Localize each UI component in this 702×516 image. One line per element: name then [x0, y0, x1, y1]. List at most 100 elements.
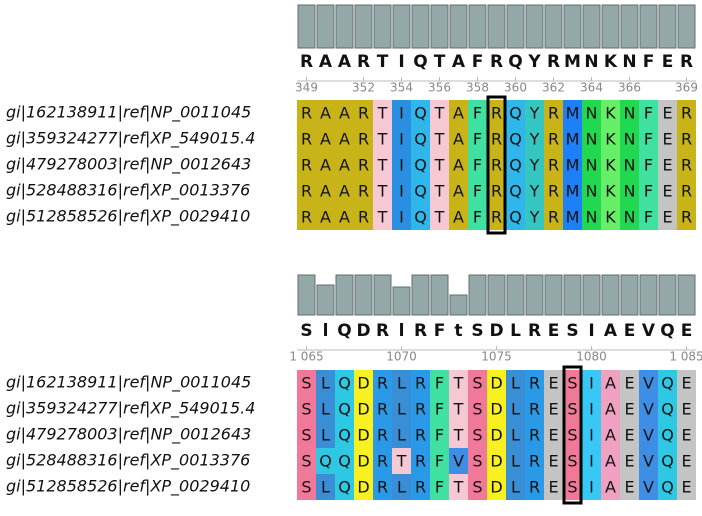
position-label: 360: [504, 81, 527, 95]
residue: E: [624, 400, 634, 419]
residue-cell: [316, 152, 335, 178]
position-label: 349: [295, 81, 318, 95]
residue: A: [339, 156, 350, 175]
consensus-residue: t: [454, 321, 462, 341]
residue-cell: [297, 448, 316, 474]
residue-cell: [506, 178, 525, 204]
residue-cell: [449, 152, 468, 178]
residue: Q: [414, 182, 427, 201]
residue: S: [567, 374, 577, 393]
conservation-bar: [677, 4, 696, 49]
residue-cell: [468, 370, 487, 396]
residue-cell: [563, 100, 582, 126]
residue-cell: [544, 126, 563, 152]
residue-cell: [468, 448, 487, 474]
residue: N: [586, 156, 598, 175]
consensus-residue: R: [357, 52, 370, 72]
consensus-residue: E: [548, 321, 560, 341]
residue: V: [643, 374, 654, 393]
consensus-residue: A: [319, 52, 333, 72]
residue: A: [339, 104, 350, 123]
residue: F: [644, 208, 653, 227]
consensus-residue: A: [452, 52, 466, 72]
residue: F: [473, 208, 482, 227]
residue-cell: [525, 204, 544, 230]
residue-cell: [297, 204, 316, 230]
residue: N: [624, 104, 636, 123]
residue-cell: [601, 448, 620, 474]
conservation-bar: [639, 274, 658, 316]
residue: K: [605, 208, 616, 227]
residue-cell: [601, 178, 620, 204]
residue-cell: [487, 370, 506, 396]
residue: N: [624, 182, 636, 201]
residue: E: [548, 400, 558, 419]
residue: Q: [509, 182, 522, 201]
residue-cell: [411, 370, 430, 396]
conservation-bar: [620, 4, 639, 49]
residue-cell: [563, 178, 582, 204]
residue-cell: [316, 422, 335, 448]
residue: N: [624, 130, 636, 149]
residue: K: [605, 104, 616, 123]
sequence-name: gi|479278003|ref|NP_0012643: [6, 155, 251, 175]
residue: V: [643, 478, 654, 497]
consensus-residue: F: [472, 52, 484, 72]
residue: R: [529, 426, 540, 445]
residue: R: [415, 400, 426, 419]
residue: K: [605, 130, 616, 149]
position-label: 366: [618, 81, 641, 95]
residue: D: [357, 426, 369, 445]
consensus-residue: A: [338, 52, 352, 72]
residue-cell: [487, 204, 506, 230]
residue-cell: [411, 152, 430, 178]
residue-cell: [582, 474, 601, 500]
residue: L: [511, 452, 520, 471]
residue-cell: [487, 152, 506, 178]
residue-cell: [392, 474, 411, 500]
residue: E: [548, 426, 558, 445]
conservation-bar: [582, 4, 601, 49]
residue: Q: [338, 400, 351, 419]
conservation-bar: [525, 4, 544, 49]
residue-cell: [449, 204, 468, 230]
consensus-residue: L: [510, 321, 521, 341]
residue-cell: [392, 204, 411, 230]
residue: I: [399, 182, 404, 201]
residue-cell: [582, 126, 601, 152]
residue: Q: [414, 208, 427, 227]
position-label: 356: [428, 81, 451, 95]
residue-cell: [639, 396, 658, 422]
residue: A: [453, 208, 464, 227]
residue-cell: [316, 204, 335, 230]
residue-cell: [506, 448, 525, 474]
residue-cell: [373, 422, 392, 448]
residue-cell: [639, 204, 658, 230]
residue-cell: [411, 422, 430, 448]
residue: A: [320, 104, 331, 123]
residue-cell: [297, 396, 316, 422]
residue-cell: [677, 396, 696, 422]
residue-cell: [449, 448, 468, 474]
residue: K: [605, 156, 616, 175]
residue-cell: [544, 204, 563, 230]
residue-cell: [544, 422, 563, 448]
residue: S: [472, 452, 482, 471]
position-label: 364: [580, 81, 603, 95]
residue: R: [301, 182, 312, 201]
residue-cell: [449, 126, 468, 152]
residue-cell: [582, 448, 601, 474]
residue: V: [643, 400, 654, 419]
residue: R: [358, 208, 369, 227]
residue: T: [434, 208, 445, 227]
residue-cell: [411, 396, 430, 422]
residue-cell: [335, 422, 354, 448]
residue: N: [624, 156, 636, 175]
residue: R: [681, 130, 692, 149]
consensus-residue: T: [377, 52, 389, 72]
residue: F: [473, 156, 482, 175]
consensus-residue: E: [662, 52, 674, 72]
consensus-residue: R: [300, 52, 313, 72]
residue-cell: [620, 396, 639, 422]
residue-cell: [563, 422, 582, 448]
